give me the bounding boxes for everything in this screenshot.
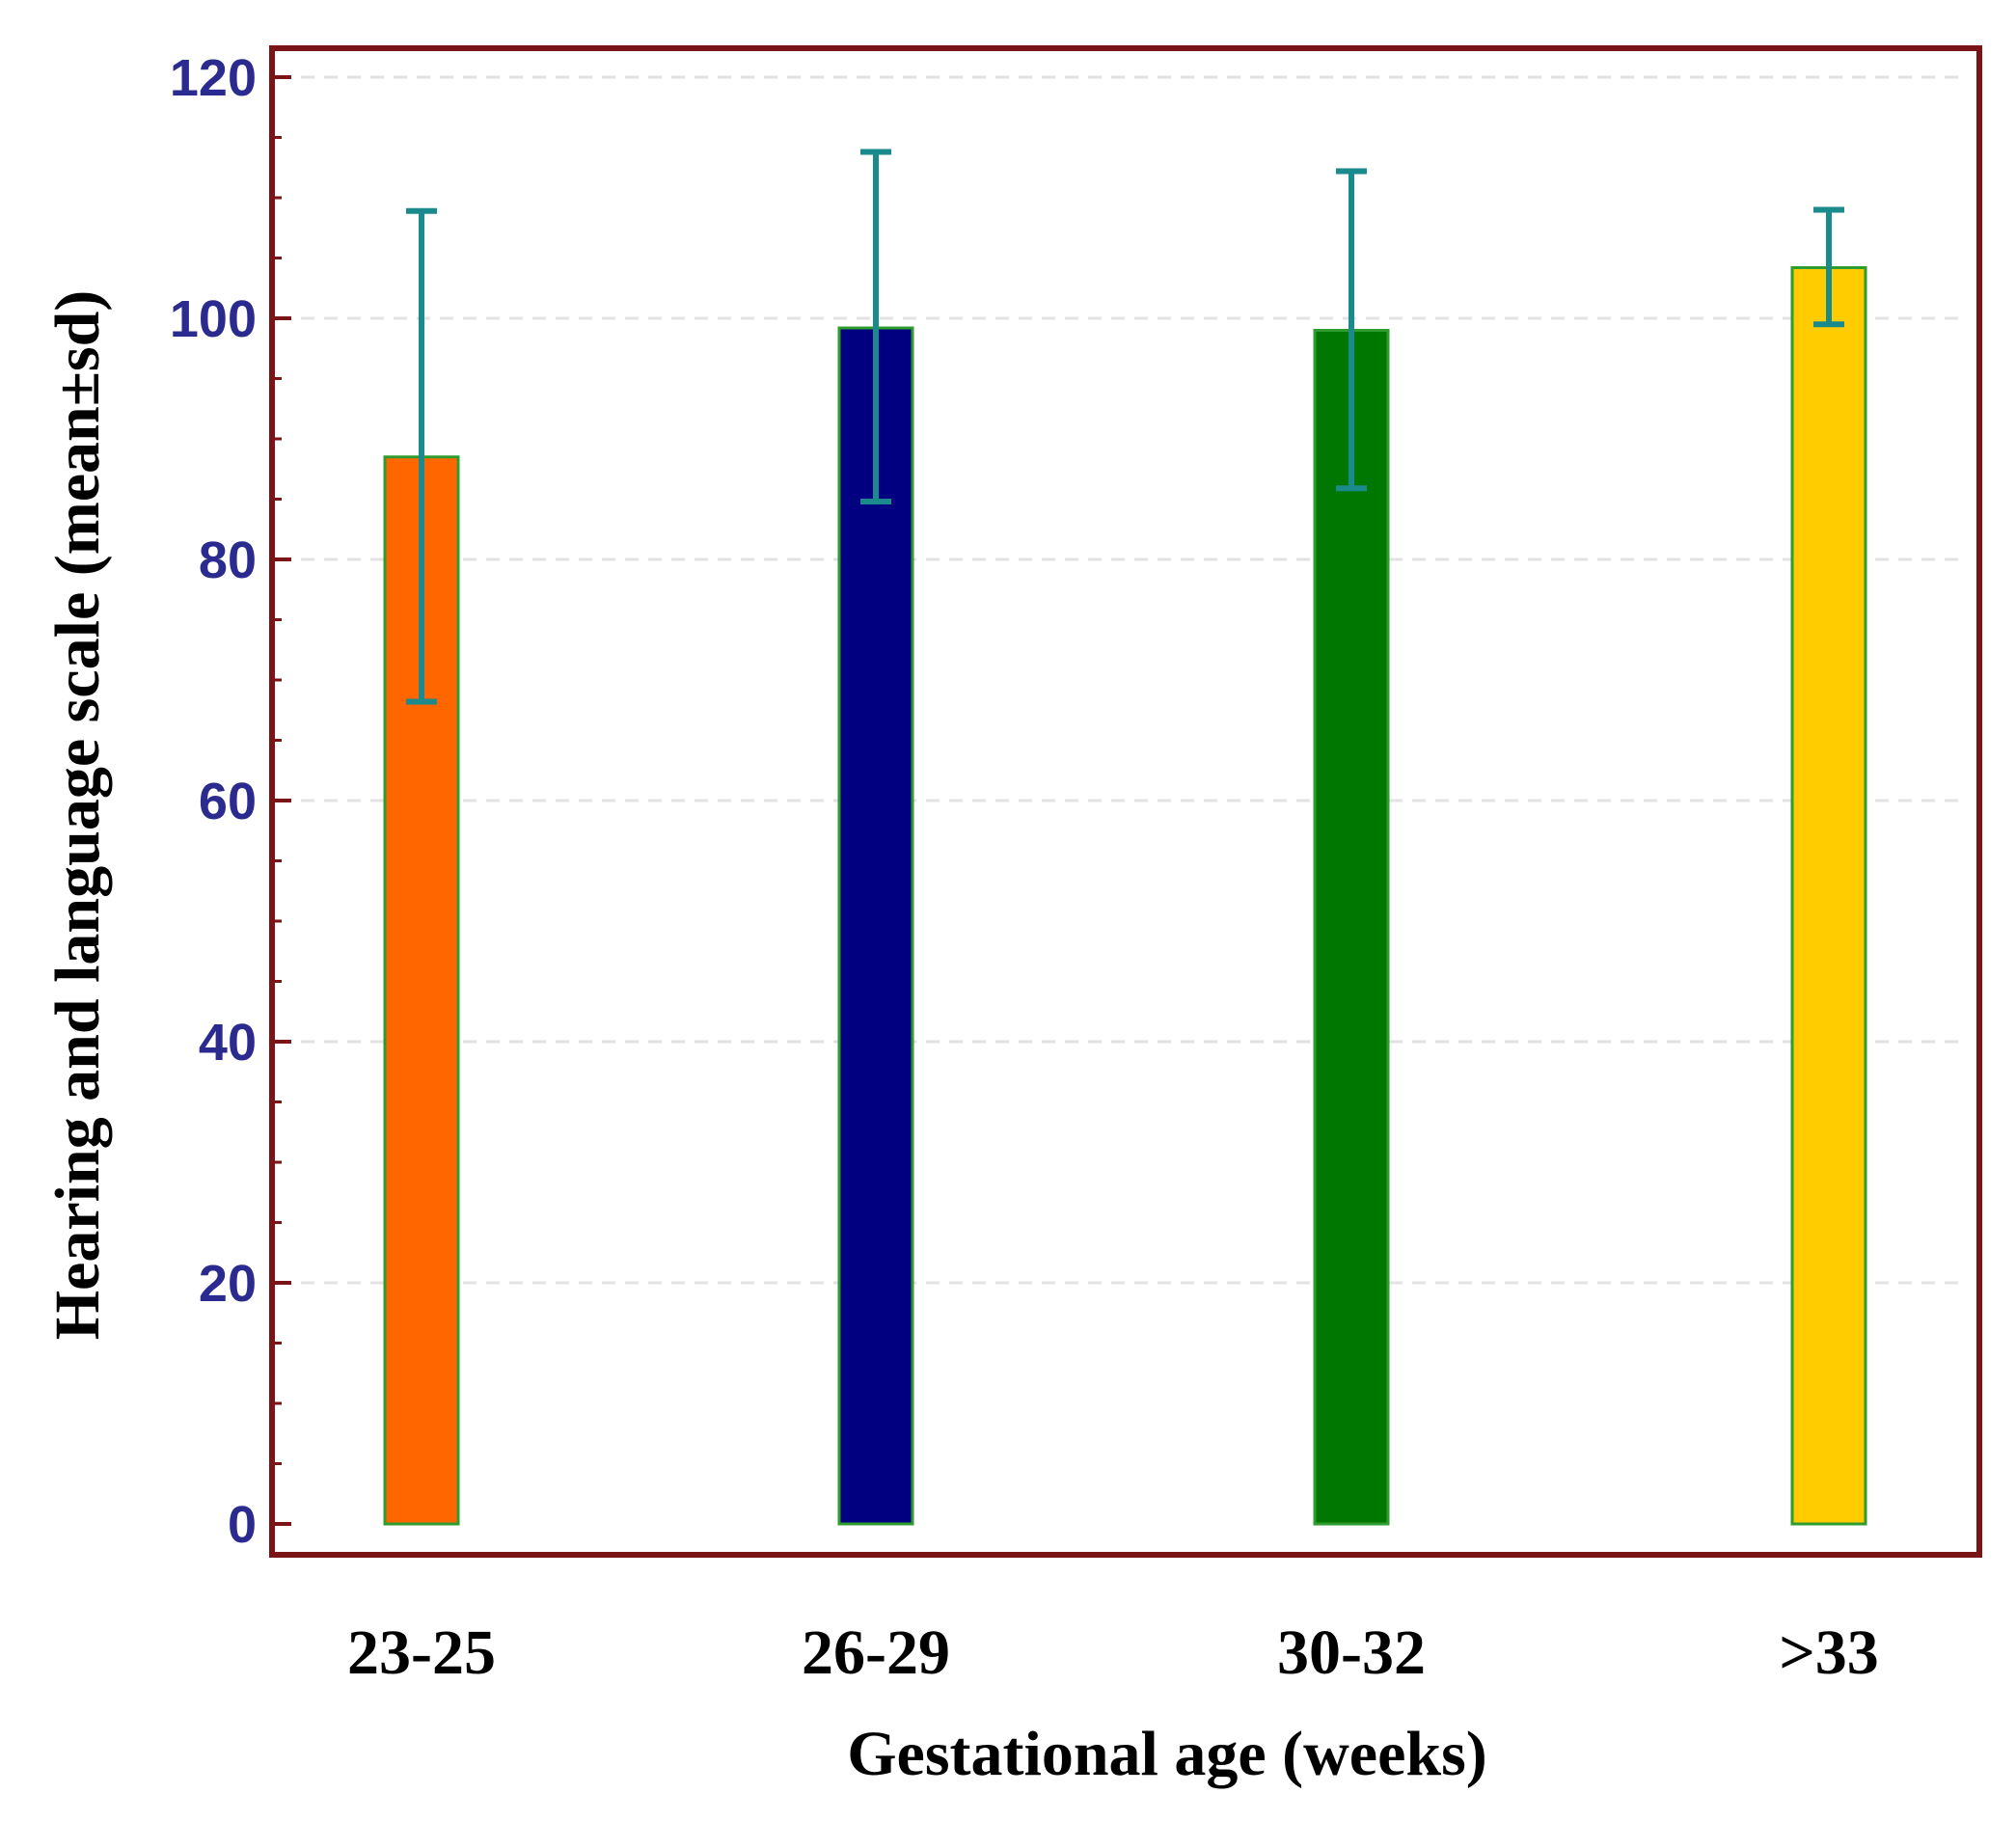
x-tick-label: >33 [1779, 1617, 1879, 1688]
y-tick-label: 120 [170, 49, 257, 107]
y-tick-label: 20 [199, 1255, 257, 1313]
y-tick-label: 80 [199, 531, 257, 589]
y-tick-label: 0 [228, 1496, 257, 1554]
x-tick-label: 23-25 [347, 1617, 496, 1688]
error-bars-layer [406, 149, 1844, 705]
y-tick-label: 100 [170, 290, 257, 348]
grid-layer [301, 75, 1960, 1285]
bar-30-32 [1313, 329, 1390, 1526]
bar-26-29 [837, 326, 914, 1526]
bar->33 [1790, 266, 1867, 1526]
x-tick-label: 26-29 [802, 1617, 950, 1688]
x-tick-label: 30-32 [1277, 1617, 1426, 1688]
y-axis: 0 20 40 60 80 100 120 [170, 49, 291, 1554]
y-axis-title: Hearing and language scale (mean±sd) [42, 290, 113, 1341]
y-tick-label: 40 [199, 1014, 257, 1072]
y-tick-label: 60 [199, 773, 257, 830]
bars-layer [383, 266, 1867, 1526]
x-axis-title: Gestational age (weeks) [847, 1719, 1487, 1789]
x-axis: 23-25 26-29 30-32 >33 [347, 1617, 1879, 1688]
